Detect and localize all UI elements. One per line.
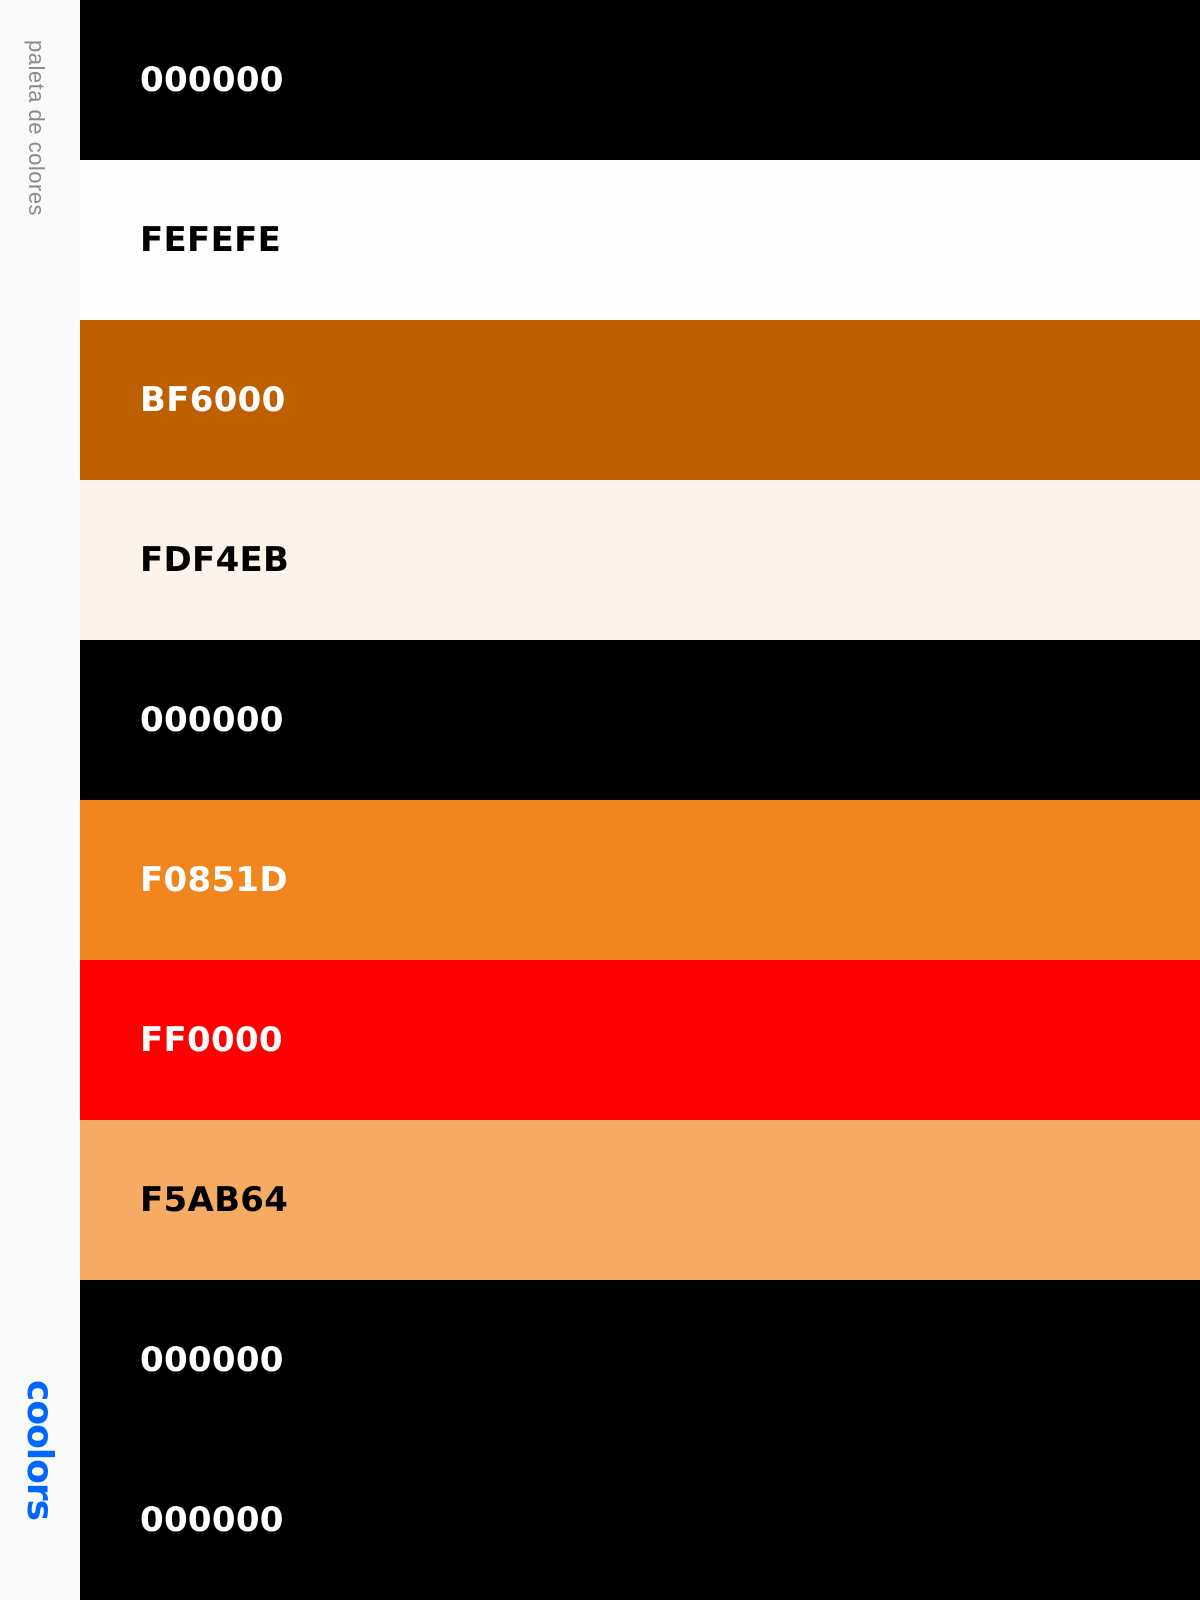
color-swatch[interactable]: FDF4EB — [80, 480, 1200, 640]
swatch-hex-label: 000000 — [140, 1340, 284, 1380]
swatch-hex-label: F0851D — [140, 860, 288, 900]
coolors-logo[interactable]: coolors — [19, 1380, 60, 1521]
color-swatch[interactable]: FF0000 — [80, 960, 1200, 1120]
swatch-hex-label: BF6000 — [140, 380, 286, 420]
swatch-hex-label: 000000 — [140, 700, 284, 740]
color-swatch[interactable]: 000000 — [80, 1440, 1200, 1600]
swatch-list: 000000 FEFEFE BF6000 FDF4EB 000000 F0851… — [80, 0, 1200, 1600]
color-swatch[interactable]: 000000 — [80, 1280, 1200, 1440]
swatch-hex-label: FEFEFE — [140, 220, 282, 260]
color-swatch[interactable]: 000000 — [80, 640, 1200, 800]
swatch-hex-label: FDF4EB — [140, 540, 290, 580]
color-swatch[interactable]: FEFEFE — [80, 160, 1200, 320]
color-swatch[interactable]: F0851D — [80, 800, 1200, 960]
color-swatch[interactable]: BF6000 — [80, 320, 1200, 480]
sidebar: paleta de colores coolors — [0, 0, 80, 1600]
swatch-hex-label: F5AB64 — [140, 1180, 289, 1220]
palette-title: paleta de colores — [24, 40, 49, 217]
swatch-hex-label: FF0000 — [140, 1020, 283, 1060]
color-swatch[interactable]: 000000 — [80, 0, 1200, 160]
color-swatch[interactable]: F5AB64 — [80, 1120, 1200, 1280]
swatch-hex-label: 000000 — [140, 60, 284, 100]
swatch-hex-label: 000000 — [140, 1500, 284, 1540]
